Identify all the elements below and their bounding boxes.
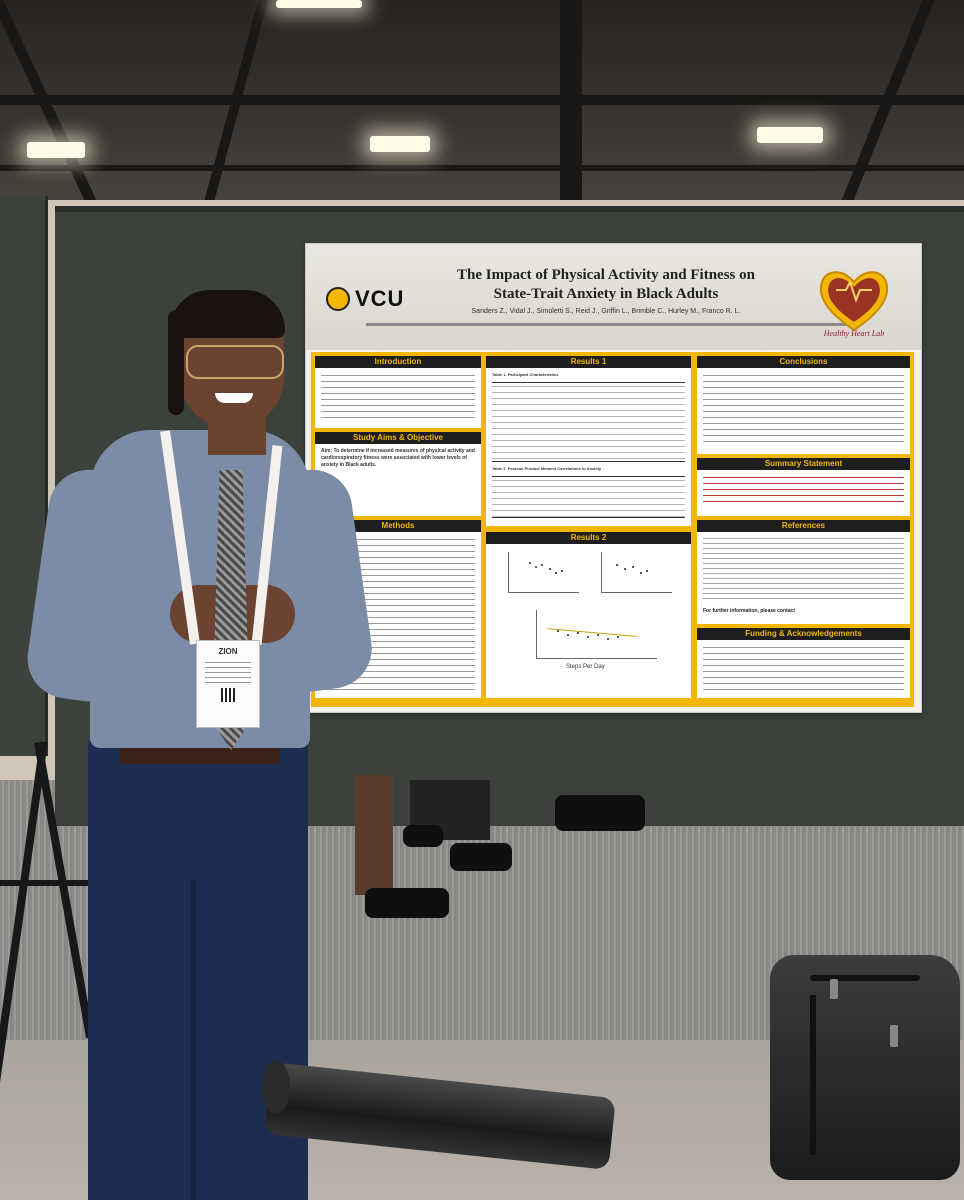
background-person-leg xyxy=(355,775,393,895)
eyeglasses-icon xyxy=(186,345,284,379)
poster-affiliation xyxy=(366,321,846,326)
ceiling-light xyxy=(757,127,823,143)
section-results-2: Results 2 Steps Per Day xyxy=(486,532,691,698)
contact-line: For further information, please contact xyxy=(703,608,795,614)
section-heading: References xyxy=(697,520,910,532)
zipper-pull-icon xyxy=(890,1025,898,1047)
qr-code-icon xyxy=(221,688,235,702)
x-axis-label: Steps Per Day xyxy=(566,664,605,670)
table-caption: Table 1. Participant Characteristics xyxy=(492,372,559,377)
section-aims: Study Aims & Objective Aim: To determine… xyxy=(315,432,481,516)
references-list xyxy=(703,536,904,602)
section-conclusions: Conclusions xyxy=(697,356,910,454)
healthy-heart-lab-logo: Healthy Heart Lab xyxy=(819,271,889,338)
section-heading: Results 1 xyxy=(486,356,691,368)
section-heading: Results 2 xyxy=(486,532,691,544)
section-heading: Conclusions xyxy=(697,356,910,368)
ceiling-strut xyxy=(837,0,935,210)
vcu-seal-icon xyxy=(326,287,350,311)
section-introduction: Introduction xyxy=(315,356,481,428)
poster-title: The Impact of Physical Activity and Fitn… xyxy=(457,267,755,302)
name-badge: ZION xyxy=(196,640,260,728)
ceiling-strut xyxy=(201,0,269,210)
ceiling-light xyxy=(27,142,85,158)
section-references: References For further information, plea… xyxy=(697,520,910,624)
background-person-shoe xyxy=(403,825,443,847)
background-person-shoe xyxy=(450,843,512,871)
summary-text xyxy=(703,474,904,504)
poster-authors: Sanders Z., Vidal J., Simoletti S., Reid… xyxy=(471,308,741,315)
section-summary: Summary Statement xyxy=(697,458,910,516)
section-heading: Introduction xyxy=(315,356,481,368)
poster-header: VCU The Impact of Physical Activity and … xyxy=(306,244,921,350)
person-hair xyxy=(170,290,285,338)
ceiling-light xyxy=(276,0,362,8)
ceiling-light xyxy=(370,136,430,152)
background-person-shoes xyxy=(555,795,645,831)
vcu-logo-text: VCU xyxy=(355,286,405,311)
person-smile xyxy=(215,393,253,403)
section-funding: Funding & Acknowledgements xyxy=(697,628,910,698)
easel-bar xyxy=(0,880,90,886)
poster-tube-cap xyxy=(262,1060,290,1114)
background-person-shoe xyxy=(365,888,449,918)
ceiling-strut xyxy=(0,0,101,210)
scatter-plot xyxy=(536,610,657,659)
svg-text:Healthy Heart Lab: Healthy Heart Lab xyxy=(823,329,884,338)
badge-details xyxy=(205,660,251,684)
backpack xyxy=(770,955,960,1180)
section-body-text xyxy=(703,372,904,446)
correlation-table xyxy=(492,476,685,518)
vcu-logo: VCU xyxy=(326,286,404,312)
section-results-1: Results 1 Table 1. Participant Character… xyxy=(486,356,691,526)
poster-body: Introduction Study Aims & Objective Aim:… xyxy=(311,352,914,707)
backpack-zipper xyxy=(810,975,920,981)
participant-table xyxy=(492,382,685,462)
ceiling-beam xyxy=(0,95,964,105)
section-heading: Methods xyxy=(315,520,481,532)
ceiling xyxy=(0,0,964,215)
table-caption: Table 2. Pearson Product Moment Correlat… xyxy=(492,466,602,471)
section-body-text xyxy=(703,644,904,690)
badge-name: ZION xyxy=(218,647,238,656)
scatter-plot xyxy=(508,552,579,593)
section-body-text xyxy=(321,372,475,420)
section-heading: Study Aims & Objective xyxy=(315,432,481,444)
pants-crease xyxy=(190,880,196,1200)
research-poster: VCU The Impact of Physical Activity and … xyxy=(305,243,922,713)
ceiling-beam xyxy=(0,165,964,171)
scatter-plot xyxy=(601,552,672,593)
section-heading: Summary Statement xyxy=(697,458,910,470)
section-heading: Funding & Acknowledgements xyxy=(697,628,910,640)
zipper-pull-icon xyxy=(830,979,838,999)
aim-text: Aim: To determine if increased measures … xyxy=(321,448,475,468)
person-locs xyxy=(168,310,184,415)
ceiling-column xyxy=(560,0,582,210)
backpack-zipper xyxy=(810,995,816,1155)
